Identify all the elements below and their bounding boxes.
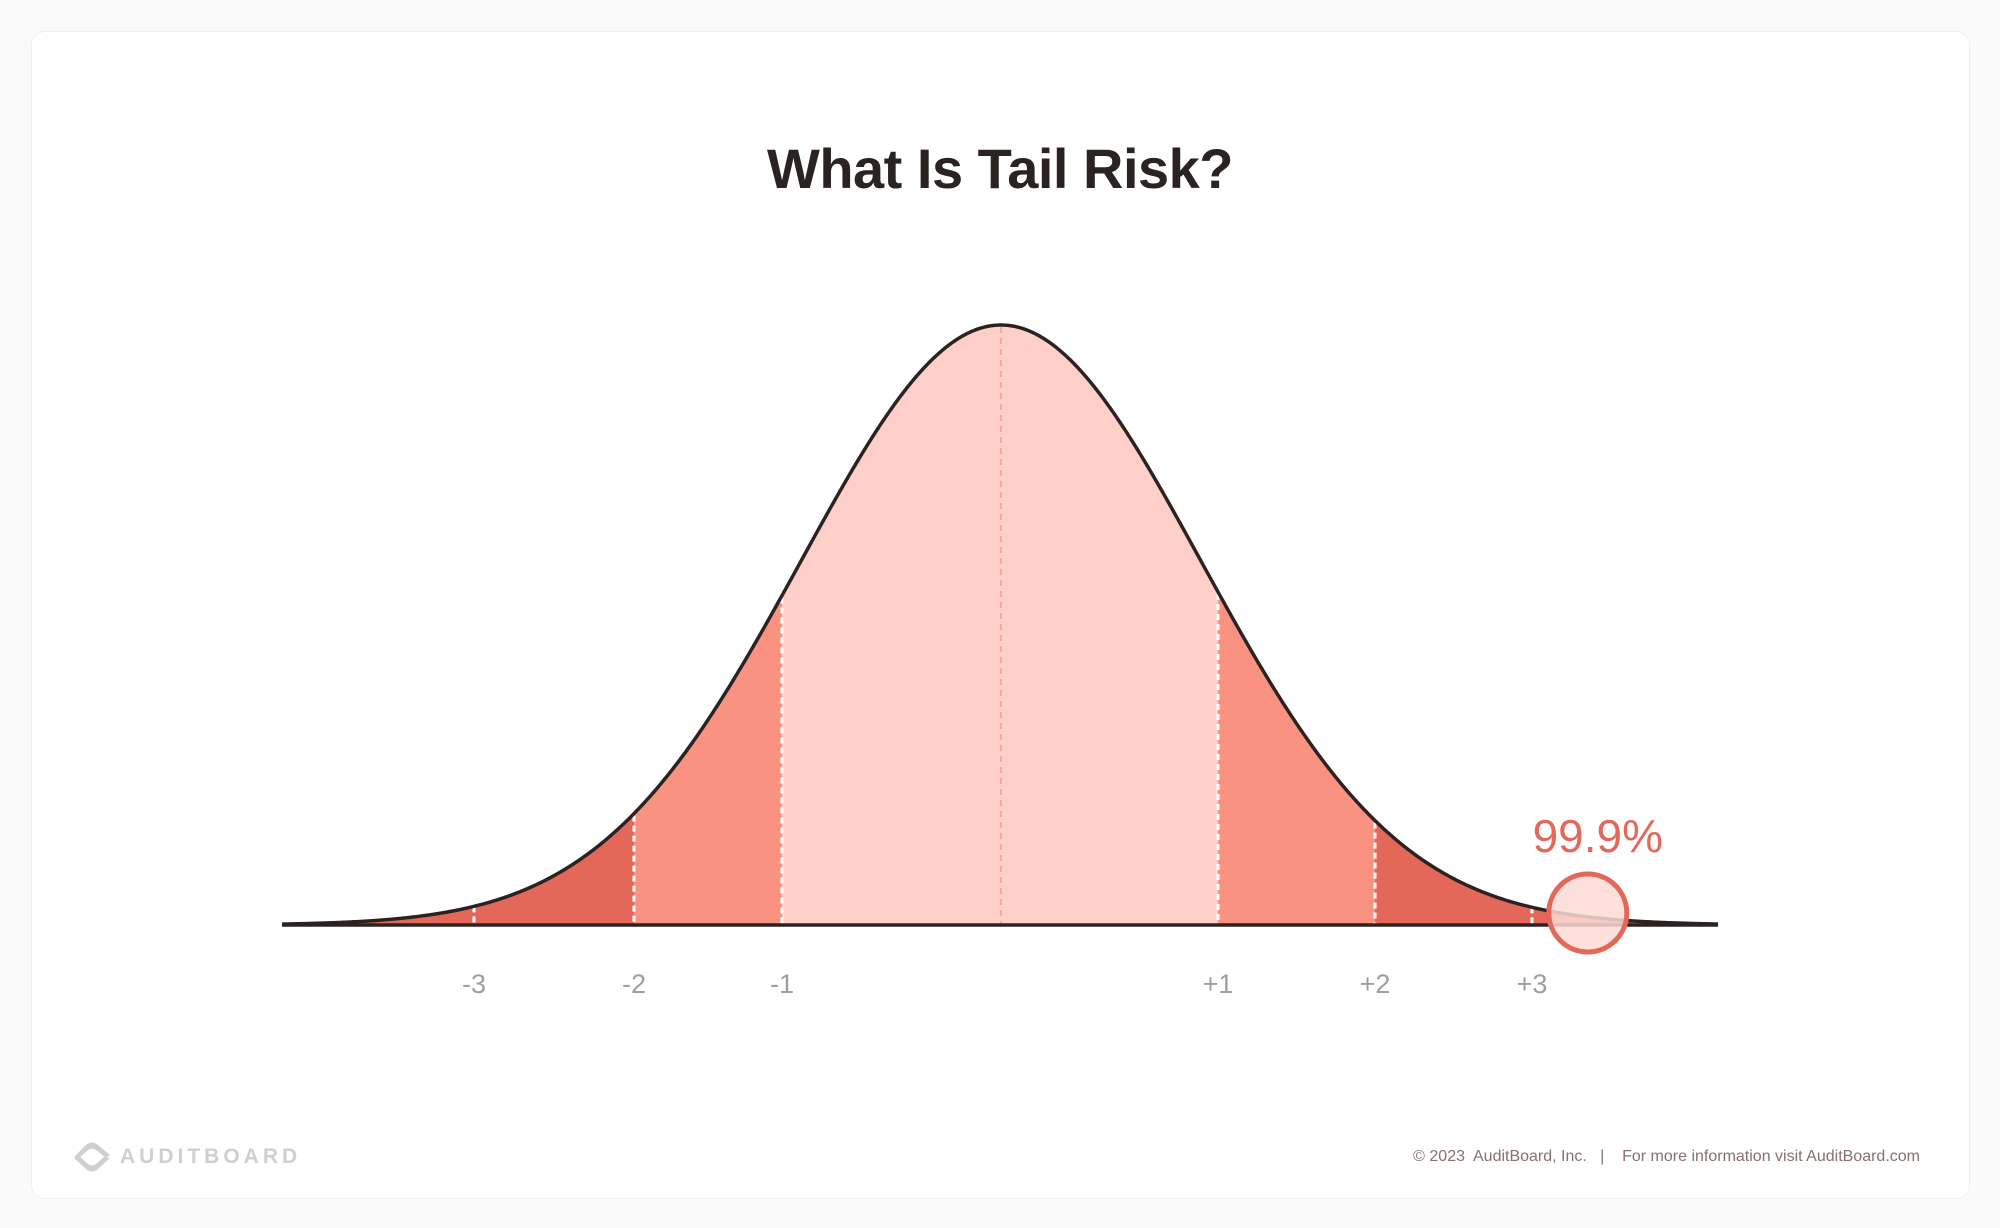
curve-line (281, 323, 1719, 926)
region-3 (282, 813, 634, 925)
region-4 (1375, 820, 1718, 925)
footer-copyright: © 2023 AuditBoard, Inc. | For more infor… (1413, 1148, 1920, 1165)
auditboard-logo: AUDITBOARD (72, 1141, 301, 1173)
region-1 (634, 595, 782, 925)
logo-text: AUDITBOARD (120, 1145, 302, 1168)
tick-label: +2 (1360, 969, 1391, 999)
tick-label: -1 (770, 969, 794, 999)
tick-label: +1 (1203, 969, 1234, 999)
tick-label: +3 (1517, 969, 1548, 999)
chart-title: What Is Tail Risk? (766, 137, 1234, 200)
tick-label: -3 (462, 969, 486, 999)
tick-label: -2 (622, 969, 646, 999)
region-2 (1218, 591, 1375, 925)
logo-icon (74, 1142, 110, 1172)
tail-circle-marker (1546, 871, 1630, 955)
annotation-label: 99.9% (1533, 810, 1663, 862)
